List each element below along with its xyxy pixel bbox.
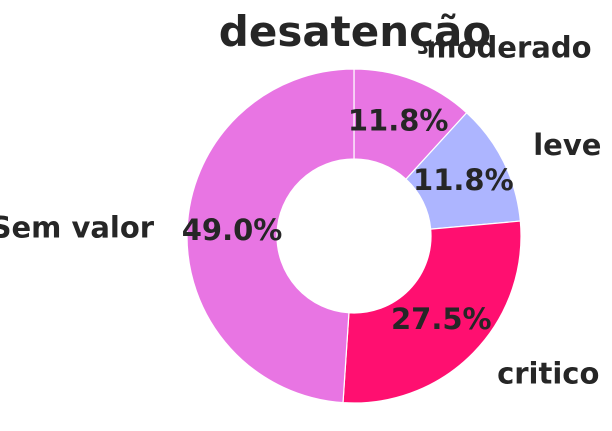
slices-group [186,68,522,404]
chart-title: desatenção [219,7,491,56]
slice-percent-sem-valor: 49.0% [182,213,283,247]
slice-label-critico: critico [497,357,599,391]
slice-label-leve: leve [533,128,601,162]
slice-percent-critico: 27.5% [391,302,492,336]
slice-label-moderado: moderado [426,31,591,65]
slice-percent-moderado: 11.8% [348,103,449,137]
slice-percent-leve: 11.8% [413,163,514,197]
slice-label-sem-valor: Sem valor [0,210,155,244]
slice-sem-valor [186,68,355,404]
slice-critico [342,220,522,404]
